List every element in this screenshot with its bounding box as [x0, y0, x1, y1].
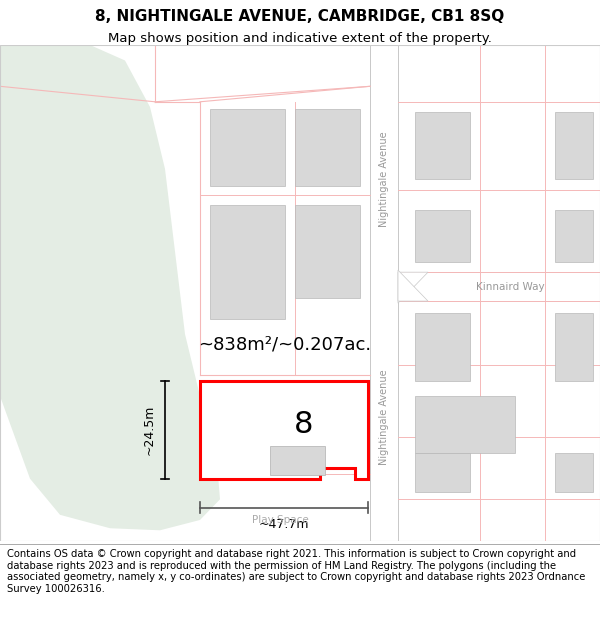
Bar: [415, 396, 515, 453]
Bar: [415, 112, 470, 179]
Text: ~838m²/~0.207ac.: ~838m²/~0.207ac.: [199, 336, 371, 354]
Bar: [270, 446, 325, 474]
Text: ~24.5m: ~24.5m: [143, 404, 155, 455]
Text: Contains OS data © Crown copyright and database right 2021. This information is : Contains OS data © Crown copyright and d…: [7, 549, 586, 594]
Text: Nightingale Avenue: Nightingale Avenue: [379, 369, 389, 464]
Bar: [555, 453, 593, 492]
Bar: [295, 205, 360, 298]
Text: Nightingale Avenue: Nightingale Avenue: [379, 131, 389, 227]
Text: Map shows position and indicative extent of the property.: Map shows position and indicative extent…: [108, 32, 492, 46]
Text: ~47.7m: ~47.7m: [259, 518, 309, 531]
Bar: [295, 109, 360, 186]
Bar: [555, 210, 593, 262]
Polygon shape: [398, 272, 428, 303]
Text: Kinnaird Way: Kinnaird Way: [476, 282, 544, 292]
Polygon shape: [200, 381, 368, 479]
Text: Play Space: Play Space: [251, 515, 308, 525]
Text: 8: 8: [294, 410, 314, 439]
Bar: [370, 45, 398, 541]
Bar: [415, 210, 470, 262]
Text: 8, NIGHTINGALE AVENUE, CAMBRIDGE, CB1 8SQ: 8, NIGHTINGALE AVENUE, CAMBRIDGE, CB1 8S…: [95, 9, 505, 24]
Bar: [555, 112, 593, 179]
Bar: [415, 453, 470, 492]
Bar: [210, 205, 285, 319]
Bar: [398, 272, 600, 301]
Polygon shape: [398, 270, 428, 301]
Bar: [210, 109, 285, 186]
Polygon shape: [0, 45, 220, 530]
Bar: [415, 314, 470, 381]
Bar: [555, 314, 593, 381]
